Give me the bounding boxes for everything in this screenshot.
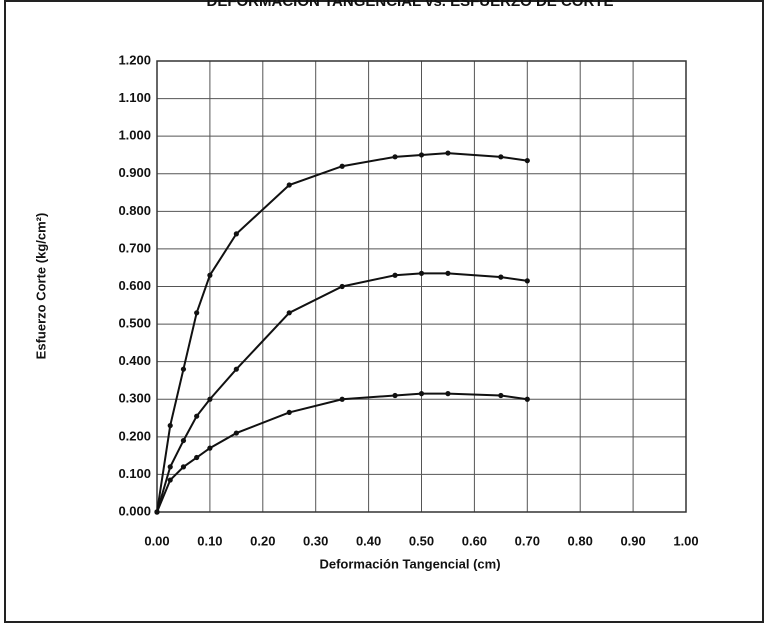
- data-point: [498, 392, 504, 399]
- y-tick-label: 1.200: [118, 52, 151, 67]
- x-tick-label: 0.90: [620, 533, 645, 548]
- data-point: [194, 310, 200, 316]
- x-tick-label: 0.30: [303, 533, 328, 548]
- data-point: [180, 437, 187, 444]
- data-point: [154, 509, 160, 515]
- data-point: [286, 310, 292, 316]
- data-point: [167, 464, 173, 470]
- frame: [4, 0, 764, 623]
- x-tick-label: 0.40: [356, 533, 381, 548]
- x-tick-label: 1.00: [673, 533, 698, 548]
- data-point: [233, 430, 239, 436]
- x-tick-label: 0.80: [568, 533, 593, 548]
- data-point: [498, 154, 504, 160]
- y-axis-label: Esfuerzo Corte (kg/cm²): [33, 213, 48, 360]
- data-point: [180, 464, 187, 470]
- data-point: [392, 392, 398, 399]
- data-point: [418, 391, 425, 397]
- data-point: [445, 150, 451, 156]
- data-point: [339, 396, 345, 402]
- data-point: [194, 413, 200, 419]
- data-point: [524, 396, 530, 402]
- plot-border: [156, 60, 687, 513]
- data-point: [392, 154, 398, 160]
- y-tick-label: 0.900: [118, 165, 151, 180]
- data-point: [180, 366, 187, 372]
- data-point: [339, 283, 345, 290]
- data-point: [286, 182, 292, 188]
- y-tick-label: 1.100: [118, 90, 151, 105]
- x-tick-label: 0.70: [515, 533, 540, 548]
- y-tick-label: 0.100: [118, 466, 151, 481]
- y-tick-label: 0.400: [118, 353, 151, 368]
- x-axis-label: Deformación Tangencial (cm): [319, 556, 500, 571]
- data-point: [498, 274, 504, 280]
- data-point: [207, 445, 213, 451]
- data-point: [418, 152, 425, 158]
- x-tick-label: 0.60: [462, 533, 487, 548]
- data-point: [524, 157, 530, 164]
- data-point: [167, 477, 173, 483]
- x-tick-label: 0.50: [409, 533, 434, 548]
- y-tick-label: 1.000: [118, 128, 151, 143]
- data-point: [194, 454, 200, 461]
- y-tick-label: 0.700: [118, 240, 151, 255]
- data-point: [339, 163, 345, 169]
- data-point: [167, 422, 173, 429]
- data-point: [392, 272, 398, 278]
- data-point: [207, 272, 213, 278]
- y-tick-label: 0.000: [118, 503, 151, 518]
- data-point: [418, 270, 425, 276]
- data-point: [233, 231, 239, 237]
- y-tick-label: 0.800: [118, 203, 151, 218]
- chart-title: DEFORMACIÓN TANGENCIAL vs. ESFUERZO DE C…: [207, 0, 614, 10]
- x-tick-label: 0.20: [250, 533, 275, 548]
- y-tick-label: 0.600: [118, 278, 151, 293]
- y-tick-label: 0.500: [118, 316, 151, 331]
- data-point: [233, 366, 239, 372]
- data-point: [524, 278, 530, 284]
- data-point: [207, 396, 213, 402]
- data-point: [445, 391, 451, 397]
- data-point: [286, 409, 292, 416]
- x-tick-label: 0.10: [197, 533, 222, 548]
- data-point: [445, 270, 451, 276]
- y-tick-label: 0.200: [118, 428, 151, 443]
- y-tick-label: 0.300: [118, 391, 151, 406]
- x-tick-label: 0.00: [144, 533, 169, 548]
